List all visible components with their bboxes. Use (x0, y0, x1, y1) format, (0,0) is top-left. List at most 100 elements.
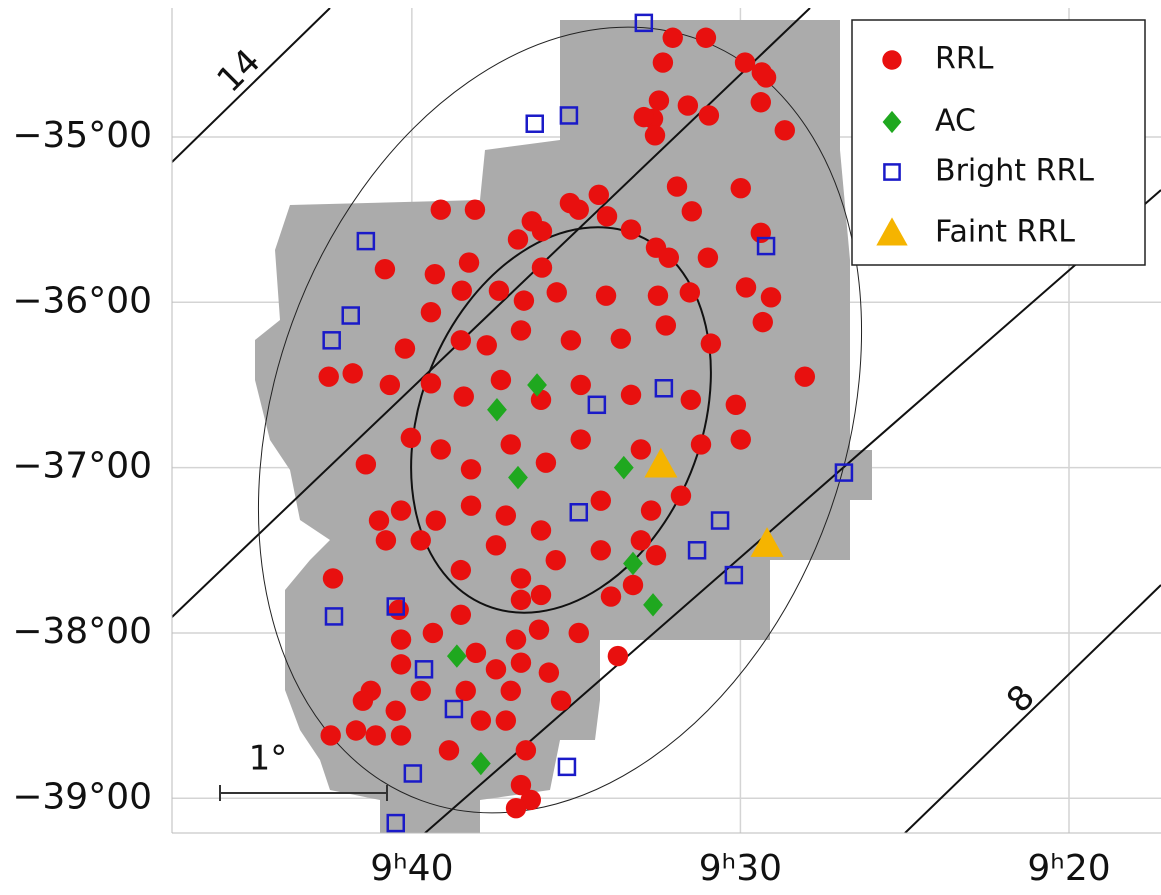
point (465, 200, 485, 220)
point (591, 490, 611, 510)
legend-label: Faint RRL (935, 215, 1075, 250)
point (663, 28, 683, 48)
point (681, 390, 701, 410)
point (431, 439, 451, 459)
point (346, 720, 366, 740)
point (496, 710, 516, 730)
point (451, 605, 471, 625)
point (539, 662, 559, 682)
point (501, 434, 521, 454)
point (323, 568, 343, 588)
point (532, 257, 552, 277)
point (621, 385, 641, 405)
point (511, 653, 531, 673)
point (531, 520, 551, 540)
point (756, 67, 776, 87)
point (529, 619, 549, 639)
point (391, 500, 411, 520)
y-tick-label: −35°00 (12, 115, 152, 156)
annotation: 14 (210, 42, 269, 101)
point (608, 646, 628, 666)
point (319, 366, 339, 386)
point (395, 338, 415, 358)
point (551, 691, 571, 711)
y-tick-label: −38°00 (12, 611, 152, 652)
point (425, 264, 445, 284)
point (597, 206, 617, 226)
point (527, 116, 543, 132)
point (698, 247, 718, 267)
point (571, 375, 591, 395)
chart: RRLACBright RRLFaint RRL −35°00−36°00−37… (0, 0, 1161, 895)
point (366, 725, 386, 745)
point (506, 798, 526, 818)
point (596, 285, 616, 305)
point (321, 725, 341, 745)
point (667, 176, 687, 196)
page: RRLACBright RRLFaint RRL −35°00−36°00−37… (0, 0, 1161, 895)
point (701, 333, 721, 353)
point (532, 221, 552, 241)
point (547, 282, 567, 302)
point (471, 710, 491, 730)
point (496, 505, 516, 525)
point (486, 659, 506, 679)
point (511, 590, 531, 610)
point (391, 654, 411, 674)
point (659, 247, 679, 267)
point (569, 623, 589, 643)
point (401, 428, 421, 448)
point (514, 290, 534, 310)
point (631, 530, 651, 550)
point (751, 92, 771, 112)
y-tick-label: −39°00 (12, 776, 152, 817)
point (486, 535, 506, 555)
point (589, 185, 609, 205)
point (466, 643, 486, 663)
point (477, 335, 497, 355)
point (391, 629, 411, 649)
point (421, 302, 441, 322)
point (508, 229, 528, 249)
point (536, 452, 556, 472)
point (439, 740, 459, 760)
point (501, 681, 521, 701)
point (356, 454, 376, 474)
point (491, 370, 511, 390)
point (571, 429, 591, 449)
point (451, 560, 471, 580)
point (461, 495, 481, 515)
point (546, 550, 566, 570)
point (645, 125, 665, 145)
point (343, 363, 363, 383)
point (653, 52, 673, 72)
point (511, 568, 531, 588)
point (601, 586, 621, 606)
point (656, 315, 676, 335)
x-tick-label: 9ʰ30 (699, 848, 782, 889)
point (375, 259, 395, 279)
point (376, 530, 396, 550)
point (611, 328, 631, 348)
point (671, 486, 691, 506)
point (560, 193, 580, 213)
annotation: 8 (999, 677, 1043, 721)
point (649, 90, 669, 110)
point (386, 700, 406, 720)
point (561, 330, 581, 350)
point (451, 330, 471, 350)
point (761, 287, 781, 307)
y-tick-label: −37°00 (12, 446, 152, 487)
point (391, 725, 411, 745)
point (411, 530, 431, 550)
point (516, 740, 536, 760)
point (751, 223, 771, 243)
point (731, 429, 751, 449)
annotation: 1° (249, 739, 288, 779)
legend-label: RRL (935, 42, 994, 77)
point (631, 439, 651, 459)
point (646, 545, 666, 565)
y-tick-label: −36°00 (12, 280, 152, 321)
point (511, 320, 531, 340)
point (795, 366, 815, 386)
